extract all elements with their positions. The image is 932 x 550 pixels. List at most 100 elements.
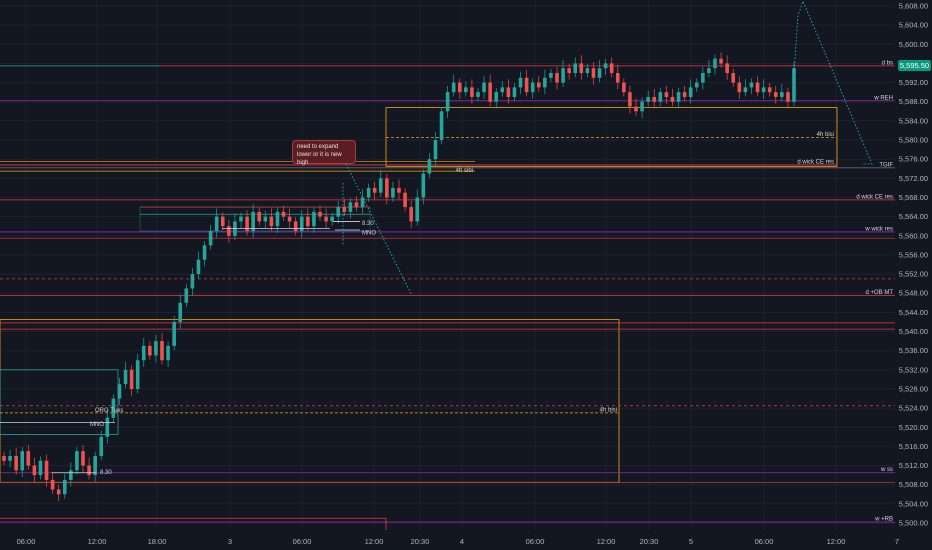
level-label: w wick res — [864, 226, 893, 232]
candle-body — [148, 345, 152, 356]
level-label: d +OB MT — [865, 290, 893, 296]
candle-body — [694, 82, 699, 88]
candle-body — [330, 216, 334, 222]
candle-body — [615, 73, 620, 83]
candle-body — [403, 192, 407, 208]
candle-body — [391, 187, 395, 198]
candle-body — [227, 226, 231, 236]
candle-body — [318, 211, 322, 217]
level-label: d bs — [882, 60, 893, 66]
level-label: d wick CE res — [797, 159, 834, 165]
candle-body — [378, 178, 383, 193]
level-label: w +RB — [874, 517, 893, 523]
candle-body — [792, 68, 796, 102]
y-tick-label: 5,588.00 — [899, 97, 928, 106]
candle-body — [451, 82, 456, 93]
candle-body — [780, 92, 784, 97]
candle-body — [445, 92, 450, 112]
y-tick-label: 5,608.00 — [899, 2, 928, 11]
x-tick-label: 7 — [895, 537, 899, 546]
x-tick-label: 06:00 — [17, 537, 36, 546]
candle-body — [397, 187, 401, 193]
projection-path — [793, 0, 873, 165]
candle-body — [622, 82, 626, 93]
candle-body — [573, 63, 578, 74]
candle-body — [634, 106, 638, 112]
x-tick-label: 18:00 — [148, 537, 167, 546]
level-label: w ss — [880, 467, 893, 473]
candle-body — [26, 451, 31, 466]
candle-body — [275, 211, 280, 227]
candle-body — [761, 87, 766, 93]
y-tick-label: 5,560.00 — [899, 231, 928, 240]
candle-body — [767, 87, 772, 93]
candle-body — [609, 63, 614, 74]
candle-body — [105, 417, 110, 437]
y-tick-label: 5,524.00 — [899, 404, 928, 413]
candle-body — [372, 187, 377, 193]
candle-body — [166, 345, 170, 361]
level-label: d wick CE res — [856, 194, 893, 200]
projection-path — [345, 163, 413, 296]
candle-body — [160, 341, 164, 361]
annotation-label: 8.30 — [362, 221, 374, 227]
candle-body — [512, 87, 517, 97]
chart-note: need to expand lower or it is new high — [292, 140, 356, 166]
candle-body — [220, 216, 225, 227]
candle-body — [737, 82, 742, 93]
candle-body — [214, 216, 219, 231]
annotation-label: MNO — [362, 230, 376, 236]
candle-body — [658, 92, 663, 102]
candle-body — [93, 455, 97, 476]
candle-body — [561, 68, 565, 83]
y-tick-label: 5,576.00 — [899, 155, 928, 164]
candle-body — [129, 369, 134, 389]
candle-body — [530, 82, 535, 93]
zone-box — [385, 107, 838, 167]
candle-body — [117, 384, 122, 399]
candle-body — [725, 63, 729, 74]
y-tick-label: 5,500.00 — [899, 519, 928, 528]
y-tick-label: 5,604.00 — [899, 21, 928, 30]
candle-body — [239, 216, 243, 222]
y-tick-label: 5,540.00 — [899, 327, 928, 336]
y-tick-label: 5,564.00 — [899, 212, 928, 221]
x-tick-label: 20:30 — [411, 537, 430, 546]
level-label: TGIF — [879, 162, 893, 168]
y-tick-label: 5,584.00 — [899, 116, 928, 125]
candle-body — [707, 68, 711, 74]
y-tick-label: 5,516.00 — [899, 442, 928, 451]
candle-body — [731, 73, 736, 83]
candle-body — [597, 68, 602, 78]
candle-body — [287, 216, 292, 222]
y-tick-label: 5,504.00 — [899, 499, 928, 508]
candle-body — [682, 92, 687, 97]
candle-body — [38, 460, 43, 476]
candle-body — [366, 187, 371, 198]
candle-body — [585, 68, 590, 74]
candle-body — [476, 92, 480, 97]
candle-body — [500, 87, 505, 93]
candle-body — [579, 63, 584, 74]
candle-body — [50, 479, 55, 490]
x-tick-label: 06:00 — [526, 537, 545, 546]
candle-body — [488, 82, 492, 102]
candle-body — [20, 451, 25, 471]
candle-body — [2, 455, 6, 461]
candle-body — [190, 274, 195, 289]
candle-body — [263, 216, 268, 222]
candle-body — [640, 101, 644, 112]
candle-body — [427, 159, 432, 174]
candle-body — [172, 321, 176, 346]
y-tick-label: 5,592.00 — [899, 78, 928, 87]
candle-body — [713, 58, 717, 69]
candle-body — [433, 140, 438, 160]
x-tick-label: 06:00 — [293, 537, 312, 546]
candle-body — [196, 259, 201, 275]
y-tick-label: 5,536.00 — [899, 346, 928, 355]
candle-body — [257, 211, 262, 222]
y-tick-label: 5,600.00 — [899, 40, 928, 49]
candle-body — [743, 87, 748, 93]
